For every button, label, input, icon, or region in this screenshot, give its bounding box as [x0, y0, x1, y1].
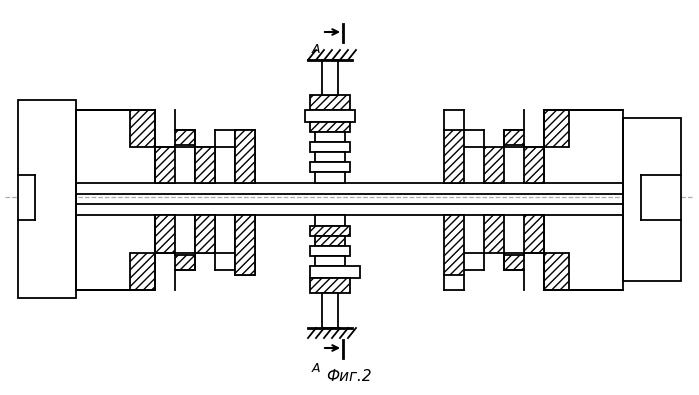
Bar	[322, 293, 338, 328]
Polygon shape	[444, 215, 464, 275]
Bar	[310, 246, 350, 256]
Polygon shape	[235, 215, 255, 275]
Bar	[315, 256, 345, 266]
Bar	[195, 215, 215, 253]
Polygon shape	[504, 215, 623, 290]
Bar	[310, 226, 350, 236]
Bar	[310, 142, 350, 152]
Bar	[305, 110, 355, 122]
Bar	[310, 122, 350, 132]
Polygon shape	[195, 215, 215, 253]
Polygon shape	[76, 215, 195, 290]
Bar	[76, 183, 623, 194]
Text: А: А	[312, 362, 320, 375]
Bar	[195, 147, 215, 183]
Bar	[315, 152, 345, 162]
Bar	[315, 236, 345, 246]
Polygon shape	[76, 110, 195, 183]
Bar	[235, 215, 255, 275]
Bar	[315, 132, 345, 142]
Text: А: А	[312, 43, 320, 56]
Polygon shape	[195, 147, 215, 183]
Bar	[310, 266, 360, 278]
Polygon shape	[504, 110, 623, 183]
Bar	[315, 215, 345, 226]
Bar	[235, 130, 255, 183]
Text: Фиг.2: Фиг.2	[326, 369, 372, 384]
Polygon shape	[484, 147, 504, 183]
Bar	[310, 95, 350, 110]
Bar	[623, 118, 681, 281]
Bar	[18, 100, 76, 298]
Bar	[310, 278, 350, 293]
Bar	[76, 204, 623, 215]
Bar	[315, 172, 345, 183]
Polygon shape	[235, 130, 255, 183]
Polygon shape	[484, 215, 504, 253]
Bar	[322, 60, 338, 95]
Bar	[310, 162, 350, 172]
Polygon shape	[444, 130, 464, 183]
